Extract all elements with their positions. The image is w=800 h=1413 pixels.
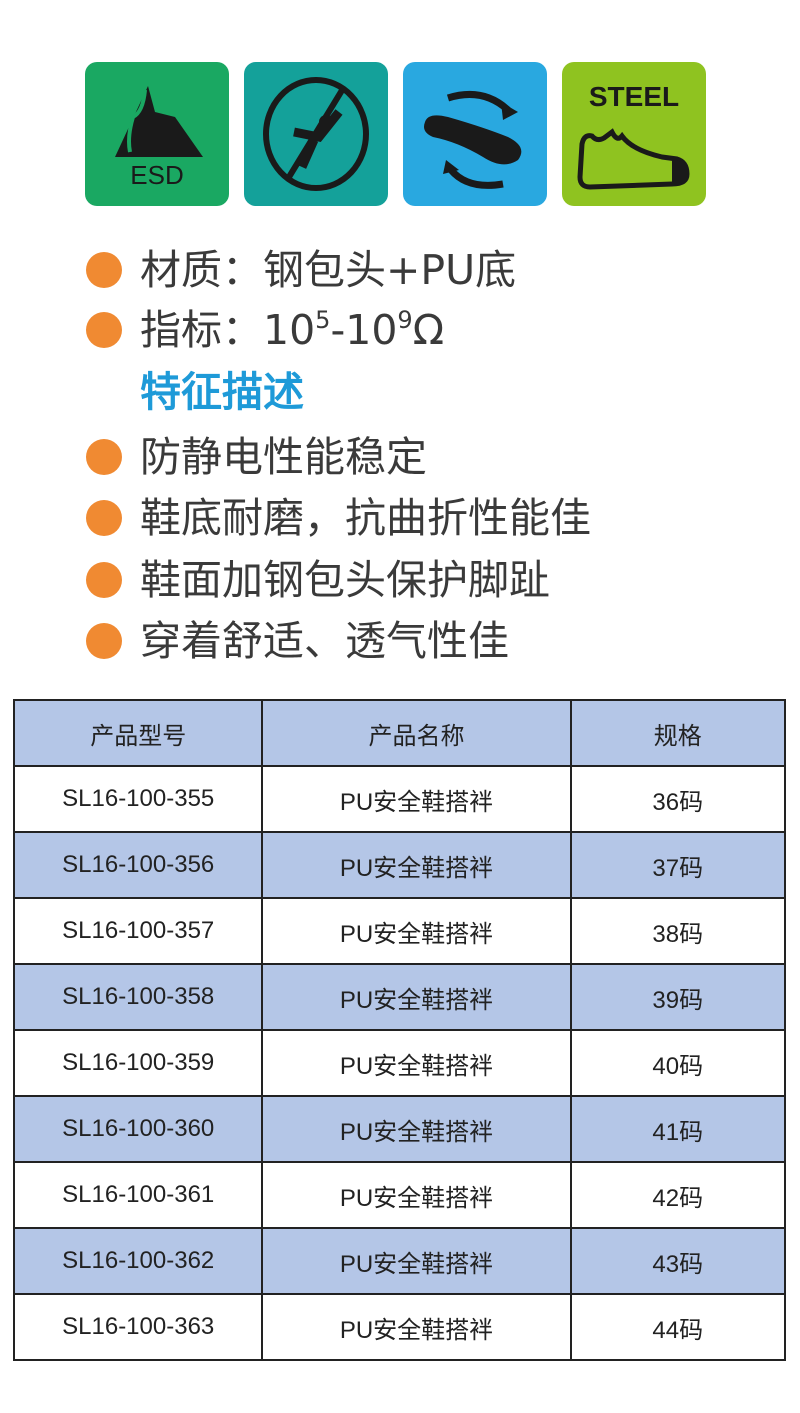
table-cell: SL16-100-363: [12, 1293, 264, 1361]
bullet-icon: [86, 439, 122, 475]
bullet-icon: [86, 562, 122, 598]
table-cell: 42码: [569, 1161, 787, 1229]
steel-label: STEEL: [589, 81, 679, 112]
table-cell: SL16-100-357: [12, 897, 264, 965]
feature-item: 防静电性能稳定: [140, 433, 427, 481]
feature-item: 鞋底耐磨，抗曲折性能佳: [140, 494, 591, 542]
bullet-icon: [86, 252, 122, 288]
table-row: SL16-100-362 PU安全鞋搭袢 43码: [12, 1227, 787, 1295]
spec-material: 材质：钢包头+PU底: [140, 246, 517, 294]
esd-label: ESD: [130, 160, 183, 190]
table-row: SL16-100-355 PU安全鞋搭袢 36码: [12, 765, 787, 833]
table-cell: PU安全鞋搭袢: [261, 1227, 572, 1295]
table-cell: PU安全鞋搭袢: [261, 1095, 572, 1163]
product-table: 产品型号 产品名称 规格 SL16-100-355 PU安全鞋搭袢 36码 SL16-100…: [12, 699, 787, 1361]
feature-item: 鞋面加钢包头保护脚趾: [140, 556, 550, 604]
steel-toe-icon: STEEL: [562, 62, 706, 206]
table-cell: 40码: [569, 1029, 787, 1097]
bullet-icon: [86, 623, 122, 659]
table-cell: SL16-100-360: [12, 1095, 264, 1163]
table-header-row: 产品型号 产品名称 规格: [12, 699, 787, 767]
table-row: SL16-100-361 PU安全鞋搭袢 42码: [12, 1161, 787, 1229]
table-cell: 43码: [569, 1227, 787, 1295]
table-cell: PU安全鞋搭袢: [261, 963, 572, 1031]
table-cell: SL16-100-361: [12, 1161, 264, 1229]
table-row: SL16-100-356 PU安全鞋搭袢 37码: [12, 831, 787, 899]
index-prefix: 指标：10: [140, 306, 316, 354]
features-heading: 特征描述: [140, 368, 304, 416]
table-cell: PU安全鞋搭袢: [261, 897, 572, 965]
index-unit: Ω: [412, 306, 445, 354]
table-cell: 37码: [569, 831, 787, 899]
table-cell: SL16-100-358: [12, 963, 264, 1031]
spec-index: 指标：105-109Ω: [140, 308, 444, 351]
table-cell: 产品名称: [261, 699, 572, 767]
table-row: SL16-100-357 PU安全鞋搭袢 38码: [12, 897, 787, 965]
table-row: SL16-100-360 PU安全鞋搭袢 41码: [12, 1095, 787, 1163]
table-row: SL16-100-359 PU安全鞋搭袢 40码: [12, 1029, 787, 1097]
table-cell: 41码: [569, 1095, 787, 1163]
flexible-sole-icon: [403, 62, 547, 206]
table-cell: PU安全鞋搭袢: [261, 831, 572, 899]
table-cell: SL16-100-362: [12, 1227, 264, 1295]
table-cell: PU安全鞋搭袢: [261, 1029, 572, 1097]
index-exponent: 5: [315, 306, 331, 334]
table-cell: SL16-100-359: [12, 1029, 264, 1097]
anti-slip-icon: [244, 62, 388, 206]
table-cell: PU安全鞋搭袢: [261, 1161, 572, 1229]
feature-item: 穿着舒适、透气性佳: [140, 617, 509, 665]
table-cell: SL16-100-356: [12, 831, 264, 899]
table-cell: 39码: [569, 963, 787, 1031]
table-row: SL16-100-358 PU安全鞋搭袢 39码: [12, 963, 787, 1031]
index-exponent: 9: [397, 306, 413, 334]
index-mid: -10: [330, 306, 398, 354]
table-cell: 38码: [569, 897, 787, 965]
bullet-icon: [86, 500, 122, 536]
bullet-icon: [86, 312, 122, 348]
table-cell: 44码: [569, 1293, 787, 1361]
table-row: SL16-100-363 PU安全鞋搭袢 44码: [12, 1293, 787, 1361]
table-cell: 产品型号: [12, 699, 264, 767]
esd-icon: ESD: [85, 62, 229, 206]
table-cell: PU安全鞋搭袢: [261, 765, 572, 833]
table-cell: 规格: [569, 699, 787, 767]
table-cell: 36码: [569, 765, 787, 833]
table-cell: PU安全鞋搭袢: [261, 1293, 572, 1361]
table-cell: SL16-100-355: [12, 765, 264, 833]
